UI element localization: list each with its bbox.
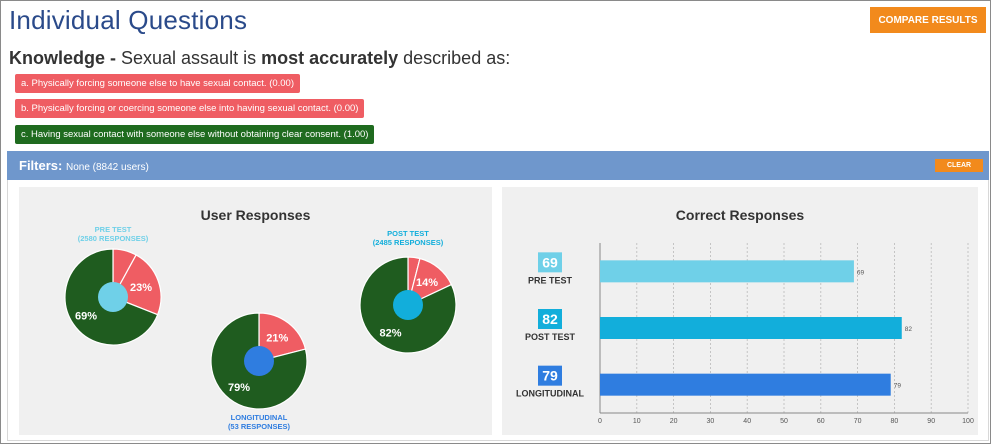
- value-badge-text: 82: [542, 311, 558, 327]
- pie-slice-correct: [210, 312, 308, 410]
- value-badge-text: 79: [542, 368, 558, 384]
- answer-option-a: a. Physically forcing someone else to ha…: [15, 74, 301, 93]
- pie-name: PRE TEST: [95, 225, 132, 234]
- pie-center: [244, 346, 274, 376]
- bar-longitudinal: [600, 373, 891, 396]
- question-text-before: Sexual assault is: [116, 48, 262, 68]
- pie-subtitle: (2580 RESPONSES): [78, 234, 149, 243]
- filters-label: Filters:: [19, 158, 63, 173]
- correct-responses-panel: Correct Responses 0 10 20 30 40 50 60 70 80 90 100…: [502, 187, 978, 435]
- question-text-after: described as:: [398, 48, 511, 68]
- x-tick-label: 50: [780, 418, 788, 425]
- pie-longitudinal: 21% 79% LONGITUDINAL(53 RESPONSES): [210, 312, 308, 431]
- category-label: POST TEST: [525, 332, 576, 342]
- value-badge-pre-test: [538, 252, 562, 273]
- pie-center: [98, 282, 128, 312]
- bar-pre-test: [600, 260, 854, 283]
- pie-name: POST TEST: [387, 229, 429, 238]
- clear-filters-button[interactable]: CLEAR: [935, 159, 983, 172]
- x-tick-label: 80: [891, 418, 899, 425]
- filters-bar: Filters: None (8842 users) CLEAR: [7, 151, 989, 180]
- pie-label-incorrect: 14%: [416, 277, 438, 289]
- pie-slice-incorrect: [258, 312, 307, 362]
- x-tick-label: 30: [707, 418, 715, 425]
- pie-label-incorrect: 21%: [266, 332, 288, 344]
- correct-responses-chart: 0 10 20 30 40 50 60 70 80 90 100 69 69 PRE TEST 82 82 PO…: [516, 243, 974, 425]
- pie-pre-test: 23% 69% PRE TEST(2580 RESPONSES): [64, 225, 162, 346]
- x-tick-label: 0: [598, 418, 602, 425]
- x-tick-label: 70: [854, 418, 862, 425]
- user-responses-panel: User Responses 23% 69% PRE TEST (2580 RESPO…: [19, 187, 492, 435]
- x-tick-label: 90: [927, 418, 935, 425]
- x-tick-label: 100: [962, 418, 974, 425]
- compare-results-button[interactable]: COMPARE RESULTS: [870, 7, 986, 33]
- x-tick-label: 20: [670, 418, 678, 425]
- value-badge-text: 69: [542, 254, 558, 270]
- x-tick-label: 10: [633, 418, 641, 425]
- pie-label-correct: 69%: [75, 310, 97, 322]
- bar-value-label: 69: [857, 269, 865, 276]
- pie-label-correct: 82%: [379, 328, 401, 340]
- user-responses-chart: 23% 69% PRE TEST(2580 RESPONSES) 14% 82% POST…: [64, 225, 457, 431]
- question-category: Knowledge -: [9, 48, 116, 68]
- answer-option-c: c. Having sexual contact with someone el…: [15, 125, 375, 144]
- question-text: Knowledge - Sexual assault is most accur…: [9, 48, 510, 69]
- pie-label-incorrect: 23%: [130, 282, 152, 294]
- page-title: Individual Questions: [9, 5, 248, 35]
- bar-value-label: 79: [894, 383, 902, 390]
- pie-subtitle: (53 RESPONSES): [228, 422, 291, 431]
- pie-post-test: 14% 82% POST TEST(2485 RESPONSES): [359, 229, 457, 354]
- x-tick-label: 60: [817, 418, 825, 425]
- filters-summary: Filters: None (8842 users): [19, 158, 149, 173]
- correct-responses-title: Correct Responses: [675, 207, 805, 223]
- category-label: LONGITUDINAL: [516, 389, 584, 399]
- pie-label-correct: 79%: [228, 382, 250, 394]
- pie-name: LONGITUDINAL: [231, 413, 288, 422]
- category-label: PRE TEST: [528, 275, 573, 285]
- question-emphasis: most accurately: [261, 48, 399, 68]
- pie-subtitle: (2485 RESPONSES): [373, 238, 444, 247]
- answer-option-b: b. Physically forcing or coercing someon…: [15, 99, 365, 118]
- bar-value-label: 82: [905, 326, 913, 333]
- x-tick-label: 40: [743, 418, 751, 425]
- charts-area: User Responses 23% 69% PRE TEST (2580 RESPO…: [7, 180, 989, 441]
- bar-post-test: [600, 317, 902, 339]
- value-badge-longitudinal: [538, 365, 562, 386]
- pie-center: [393, 290, 423, 320]
- filters-value: None (8842 users): [65, 162, 149, 173]
- value-badge-post-test: [538, 309, 562, 329]
- user-responses-title: User Responses: [200, 207, 311, 223]
